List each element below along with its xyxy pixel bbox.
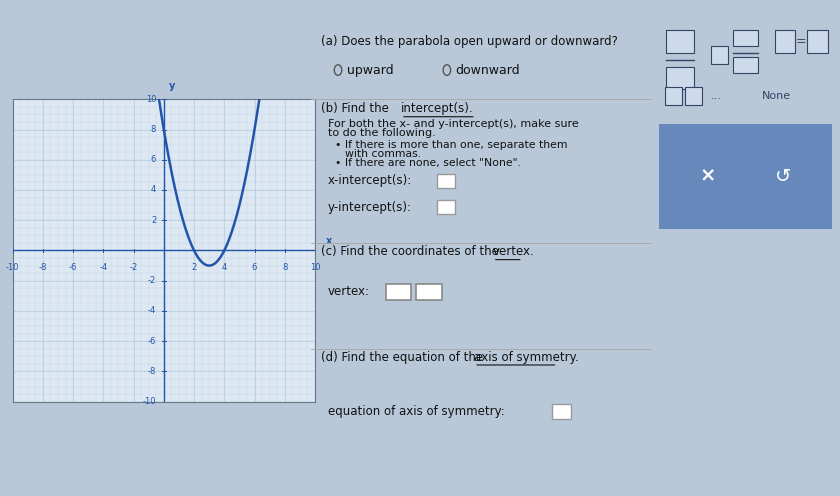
Text: ...: ... (711, 91, 722, 101)
FancyBboxPatch shape (666, 66, 694, 89)
Text: x-intercept(s):: x-intercept(s): (328, 174, 412, 187)
Text: -6: -6 (69, 262, 77, 272)
Text: with commas.: with commas. (345, 149, 421, 159)
Text: -6: -6 (148, 337, 156, 346)
Text: (a) Does the parabola open upward or downward?: (a) Does the parabola open upward or dow… (321, 35, 618, 48)
FancyBboxPatch shape (437, 174, 455, 188)
Text: 2: 2 (192, 262, 197, 272)
Text: equation of axis of symmetry:: equation of axis of symmetry: (328, 405, 505, 418)
FancyBboxPatch shape (807, 30, 828, 53)
Text: intercept(s).: intercept(s). (401, 102, 474, 115)
Text: For both the x- and y-intercept(s), make sure: For both the x- and y-intercept(s), make… (328, 119, 579, 129)
Text: • If there are none, select "None".: • If there are none, select "None". (334, 158, 521, 168)
FancyBboxPatch shape (386, 284, 411, 300)
Text: -2: -2 (129, 262, 138, 272)
Text: 10: 10 (146, 95, 156, 104)
FancyBboxPatch shape (553, 404, 571, 419)
Text: axis of symmetry.: axis of symmetry. (474, 351, 579, 364)
Text: • If there is more than one, separate them: • If there is more than one, separate th… (334, 140, 567, 150)
FancyBboxPatch shape (437, 200, 455, 214)
Text: (c) Find the coordinates of the: (c) Find the coordinates of the (321, 246, 502, 258)
Text: -10: -10 (143, 397, 156, 406)
Text: (b) Find the: (b) Find the (321, 102, 392, 115)
Text: 2: 2 (151, 216, 156, 225)
Text: vertex:: vertex: (328, 285, 370, 298)
Text: -4: -4 (148, 307, 156, 315)
Text: 4: 4 (222, 262, 227, 272)
Text: vertex.: vertex. (493, 246, 534, 258)
Text: y: y (169, 81, 176, 91)
FancyBboxPatch shape (711, 46, 728, 64)
Text: (d) Find the equation of the: (d) Find the equation of the (321, 351, 487, 364)
FancyBboxPatch shape (666, 30, 694, 53)
FancyBboxPatch shape (664, 87, 682, 105)
Text: upward: upward (347, 63, 393, 76)
Text: downward: downward (455, 63, 520, 76)
Text: 4: 4 (151, 186, 156, 194)
Text: y-intercept(s):: y-intercept(s): (328, 201, 412, 214)
Text: -8: -8 (148, 367, 156, 376)
FancyBboxPatch shape (685, 87, 702, 105)
Text: to do the following.: to do the following. (328, 128, 436, 138)
Text: 8: 8 (151, 125, 156, 134)
Text: None: None (762, 91, 791, 101)
Text: -4: -4 (99, 262, 108, 272)
Text: -10: -10 (6, 262, 19, 272)
Text: -8: -8 (39, 262, 47, 272)
Text: 6: 6 (151, 155, 156, 164)
FancyBboxPatch shape (417, 284, 442, 300)
Text: ×: × (700, 167, 716, 186)
Text: x: x (326, 237, 332, 247)
FancyBboxPatch shape (659, 124, 832, 229)
FancyBboxPatch shape (733, 58, 758, 73)
FancyBboxPatch shape (733, 30, 758, 46)
Text: ↺: ↺ (775, 167, 791, 186)
Text: 10: 10 (310, 262, 320, 272)
Text: 6: 6 (252, 262, 257, 272)
Text: -2: -2 (148, 276, 156, 285)
Text: =: = (795, 35, 806, 48)
FancyBboxPatch shape (774, 30, 795, 53)
Text: 8: 8 (282, 262, 287, 272)
